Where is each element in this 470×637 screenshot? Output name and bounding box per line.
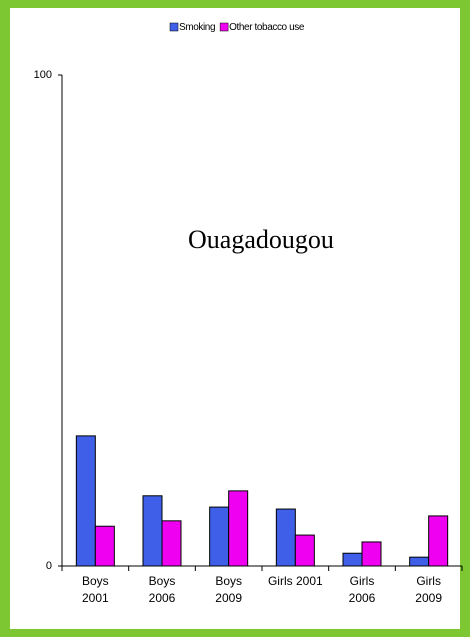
bar [94,525,115,567]
bar [75,435,96,567]
bar [161,520,182,567]
x-tick-label: Boys 2009 [215,574,242,605]
x-tick-label: Boys 2006 [148,574,176,605]
bar [342,552,363,567]
y-tick-label: 100 [34,69,52,81]
x-tick-label: Girls 2006 [348,574,376,605]
bar [361,541,382,567]
bar [142,495,163,567]
legend-label: Smoking [179,22,215,33]
y-tick-label: 0 [46,560,52,572]
legend-swatch [219,22,229,32]
x-tick-label: Girls 2001 [267,574,323,588]
bar [209,506,230,567]
legend-swatch [169,22,179,32]
legend-label: Other tobacco use [229,22,305,33]
x-tick-label: Girls 2009 [415,574,442,605]
bar [428,515,449,567]
bar [275,508,296,567]
bar [409,556,430,567]
bar [228,490,249,567]
bar [294,534,315,567]
annotation: Ouagadougou [188,225,334,254]
x-tick-label: Boys 2001 [81,574,109,605]
